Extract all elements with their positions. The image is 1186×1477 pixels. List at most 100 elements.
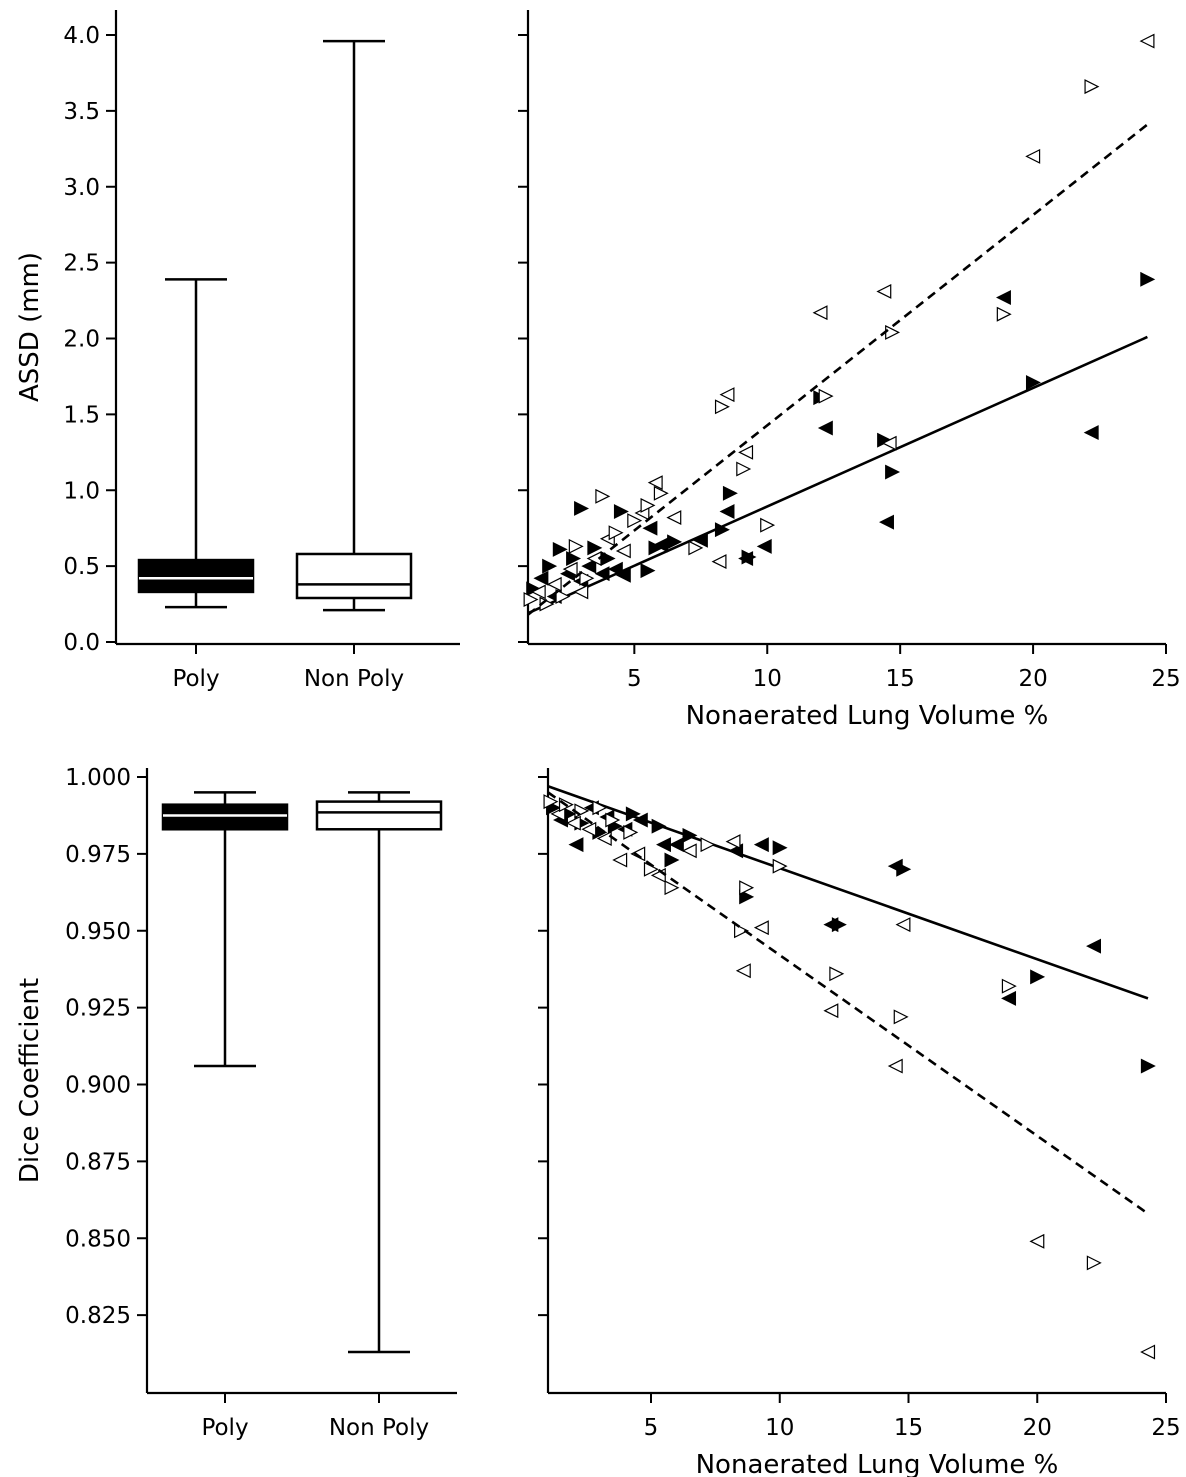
filled-triangle-point — [533, 570, 549, 586]
open-triangle-point — [823, 1003, 839, 1019]
open-triangle-point — [1084, 79, 1100, 95]
filled-triangle-point — [753, 837, 769, 853]
open-triangle-point — [595, 488, 611, 504]
open-triangle-point — [1025, 148, 1041, 164]
open-triangle-point — [555, 589, 571, 604]
filled-triangle-point — [756, 538, 772, 554]
dice-scatter-panel: 5 10 15 20 25 Nonaerated Lung Volume % — [538, 768, 1181, 1477]
filled-triangle-point — [817, 420, 833, 436]
y-tick-label: 1.0 — [63, 478, 100, 504]
open-triangle-point — [711, 554, 727, 570]
open-triangle-point — [666, 510, 682, 526]
open-triangle-point — [608, 525, 624, 541]
open-triangle-point — [565, 815, 581, 831]
assd-scatter-panel: 5 10 15 20 25 Nonaerated Lung Volume % — [518, 10, 1181, 731]
y-tick-label: 0.5 — [63, 554, 100, 580]
x-tick-label: 25 — [1151, 1415, 1180, 1441]
filled-triangle-point — [1083, 425, 1099, 441]
filled-triangle-point — [574, 500, 590, 516]
filled-triangle-point — [1030, 969, 1046, 985]
filled-triangle-point — [642, 520, 658, 536]
filled-triangle-point — [1086, 938, 1102, 954]
filled-triangle-point — [739, 889, 755, 905]
filled-triangle-point — [722, 485, 738, 501]
filled-triangle-point — [1140, 271, 1156, 287]
open-triangle-point — [887, 1058, 903, 1074]
filled-triangle-point — [594, 566, 610, 582]
dice-boxplot-panel: 0.825 0.850 0.875 0.900 0.925 0.950 0.975 1.000… — [15, 765, 457, 1441]
open-triangle-point — [623, 824, 639, 840]
open-triangle-point — [592, 800, 608, 816]
open-triangle-point — [627, 513, 643, 529]
open-triangle-point — [681, 843, 697, 859]
filled-triangle-point — [615, 567, 631, 583]
open-triangle-point — [734, 923, 749, 939]
x-axis-label: Nonaerated Lung Volume % — [696, 1450, 1059, 1477]
open-triangle-point — [736, 461, 752, 477]
open-triangle-point — [1140, 1344, 1156, 1360]
y-tick-label: 0.925 — [65, 996, 131, 1022]
box-poly — [161, 803, 289, 831]
filled-triangle-point — [656, 837, 671, 853]
box-non-poly — [315, 800, 443, 831]
filled-triangle-point — [896, 861, 912, 877]
open-triangle-point — [1086, 1255, 1102, 1271]
x-tick-label: Poly — [172, 666, 219, 692]
dashed-fit-line — [527, 123, 1149, 616]
filled-triangle-point — [1140, 1058, 1156, 1074]
x-tick-label: 10 — [765, 1415, 794, 1441]
filled-triangle-point — [667, 534, 683, 550]
x-tick-label: 20 — [1018, 666, 1047, 692]
x-tick-label: 5 — [644, 1415, 659, 1441]
open-triangle-point — [829, 966, 845, 982]
open-triangle-point — [812, 305, 828, 321]
x-tick-label: Non Poly — [304, 666, 404, 692]
filled-triangle-point — [741, 549, 757, 565]
open-triangle-point — [714, 399, 730, 415]
open-triangle-point — [579, 570, 595, 586]
filled-triangle-point — [772, 840, 788, 856]
box-non-poly — [295, 552, 413, 600]
y-tick-label: 3.0 — [63, 175, 100, 201]
x-tick-label: 15 — [894, 1415, 923, 1441]
open-triangle-point — [612, 852, 628, 868]
assd-boxplot-panel: 0.0 0.5 1.0 1.5 2.0 2.5 3.0 3.5 4.0 ASSD (mm) Poly… — [15, 10, 460, 692]
y-tick-label: 4.0 — [63, 23, 100, 49]
open-triangle-point — [615, 543, 631, 559]
open-triangle-point — [664, 880, 680, 896]
filled-triangle-point — [542, 558, 558, 574]
open-triangle-point — [546, 576, 562, 592]
open-triangle-point — [640, 497, 656, 513]
x-tick-label: 10 — [753, 666, 782, 692]
y-tick-label: 2.0 — [63, 327, 100, 353]
open-triangle-point — [543, 794, 559, 810]
x-tick-label: 20 — [1023, 1415, 1052, 1441]
open-triangle-point — [653, 485, 669, 501]
filled-triangle-point — [587, 540, 603, 556]
filled-triangle-point — [552, 541, 568, 557]
filled-triangle-point — [568, 837, 584, 853]
open-triangle-point — [996, 306, 1012, 322]
filled-triangle-point — [566, 551, 582, 567]
open-triangle-point — [760, 517, 776, 533]
y-axis-label: ASSD (mm) — [15, 252, 45, 402]
open-triangle-point — [818, 388, 834, 404]
x-tick-label: Poly — [201, 1415, 248, 1441]
filled-triangle-point — [1025, 375, 1041, 390]
open-triangle-point — [1001, 978, 1017, 994]
y-tick-label: 3.5 — [63, 99, 100, 125]
filled-triangle-point — [664, 852, 680, 868]
filled-triangle-point — [1001, 990, 1017, 1006]
open-triangle-point — [753, 920, 769, 936]
y-tick-label: 0.0 — [63, 630, 100, 656]
y-tick-label: 1.5 — [63, 402, 100, 428]
open-triangle-point — [895, 917, 911, 933]
open-triangle-point — [688, 540, 704, 556]
open-triangle-point — [1139, 33, 1155, 49]
y-tick-label: 0.975 — [65, 842, 131, 868]
y-tick-label: 0.825 — [65, 1303, 131, 1329]
open-triangle-point — [738, 444, 754, 460]
x-tick-label: 5 — [627, 666, 642, 692]
y-tick-label: 0.875 — [65, 1149, 131, 1175]
